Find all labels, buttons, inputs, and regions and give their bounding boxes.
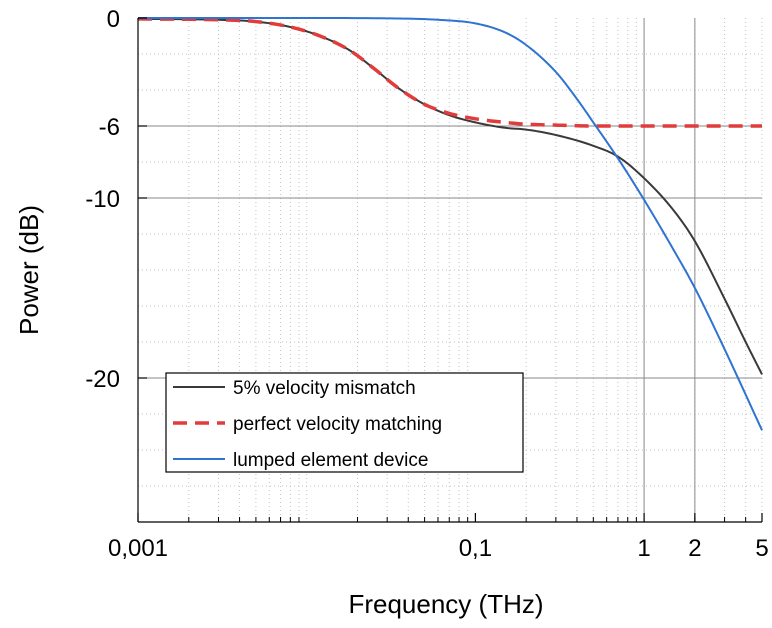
- y-tick-label: -6: [99, 114, 120, 141]
- series-line-1: [137, 17, 762, 128]
- legend-label-0: 5% velocity mismatch: [233, 378, 416, 399]
- tick-labels: 0,001 0,1 1 2 5 0 -6 -10 -20: [85, 6, 768, 562]
- series-line-2: [138, 17, 763, 431]
- ticks-layer: [137, 17, 763, 522]
- series-line-0: [137, 17, 763, 375]
- x-tick-label: 2: [688, 535, 701, 562]
- x-tick-label: 0,1: [459, 535, 492, 562]
- x-tick-label: 5: [755, 535, 768, 562]
- y-tick-label: -20: [85, 366, 120, 393]
- legend-box: [165, 372, 524, 473]
- x-axis-label: Frequency (THz): [348, 589, 543, 619]
- y-tick-label: 0: [107, 6, 120, 33]
- y-tick-label: -10: [85, 186, 120, 213]
- legend-label-2: lumped element device: [233, 450, 428, 471]
- legend-label-1: perfect velocity matching: [233, 414, 442, 435]
- y-axis-label: Power (dB): [14, 205, 44, 335]
- legend: 5% velocity mismatch perfect velocity ma…: [165, 372, 524, 473]
- x-tick-label: 1: [637, 535, 650, 562]
- series-layer: [137, 17, 763, 431]
- x-tick-label: 0,001: [108, 535, 168, 562]
